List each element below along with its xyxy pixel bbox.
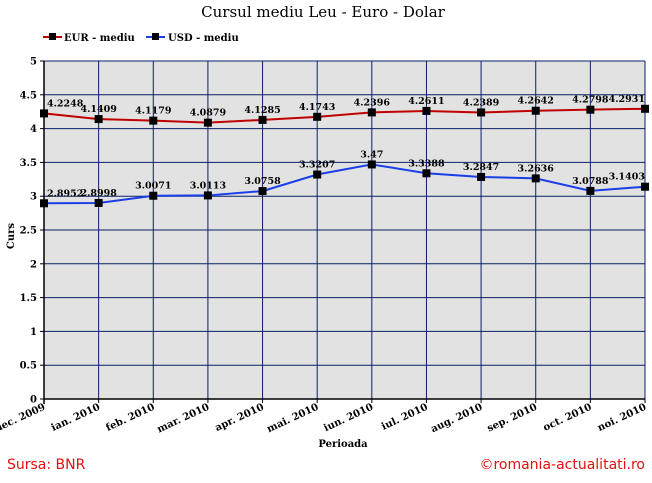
data-point [94, 115, 103, 124]
data-label: 3.3388 [408, 158, 445, 169]
y-tick-label: 5 [30, 57, 37, 68]
data-point [422, 106, 431, 115]
y-tick-label: 1.5 [20, 293, 37, 304]
legend-eur-marker [49, 33, 56, 40]
data-label: 4.1409 [80, 104, 117, 115]
data-label: 3.0788 [572, 176, 609, 187]
credit-link[interactable]: ©romania-actualitati.ro [479, 457, 645, 473]
x-tick-label: aug. 2010 [429, 402, 484, 435]
data-point [586, 105, 595, 114]
data-label: 3.3207 [299, 160, 335, 171]
x-tick-label: feb. 2010 [104, 402, 156, 434]
data-label: 3.1403 [609, 172, 645, 183]
data-label: 4.2798 [572, 95, 609, 106]
x-axis-label: Perioada [318, 439, 368, 450]
x-tick-label: dec. 2009 [0, 402, 47, 435]
legend-item-eur: EUR - mediu [43, 33, 135, 44]
x-axis: dec. 2009 ian. 2010 feb. 2010 mar. 2010 apr.… [0, 398, 648, 436]
x-tick-label: mar. 2010 [156, 402, 212, 436]
y-axis: 0 0.5 1 1.5 2 2.5 3 3.5 4 4.5 5 [20, 57, 45, 406]
x-tick-label: mai. 2010 [265, 402, 320, 436]
data-point [149, 191, 158, 200]
data-label: 3.2847 [463, 162, 499, 173]
data-label: 4.2611 [408, 96, 444, 107]
data-label: 4.2248 [47, 98, 84, 109]
y-tick-label: 0 [30, 395, 37, 406]
data-label: 2.8952 [47, 188, 83, 199]
x-tick-label: sep. 2010 [486, 402, 539, 435]
data-point [313, 170, 322, 179]
data-point [367, 108, 376, 117]
y-tick-label: 4.5 [20, 90, 37, 101]
legend-usd-marker [152, 33, 159, 40]
x-tick-label: noi. 2010 [596, 402, 648, 434]
x-tick-label: apr. 2010 [213, 402, 265, 434]
data-label: 4.2642 [518, 96, 554, 107]
x-tick-label: oct. 2010 [542, 402, 594, 434]
data-point [586, 186, 595, 195]
data-label: 4.1743 [299, 102, 335, 113]
data-point [313, 112, 322, 121]
data-label: 3.0071 [135, 181, 171, 192]
legend-eur-label: EUR - mediu [64, 33, 135, 44]
data-label: 4.0879 [190, 108, 227, 119]
data-label: 3.2636 [518, 163, 555, 174]
data-label: 4.2389 [463, 97, 500, 108]
y-tick-label: 1 [30, 327, 37, 338]
y-tick-label: 2 [30, 259, 37, 270]
data-point [531, 106, 540, 115]
data-point [422, 169, 431, 178]
data-point [258, 187, 267, 196]
x-tick-label: iul. 2010 [380, 402, 430, 433]
data-point [531, 174, 540, 183]
legend-usd-label: USD - mediu [168, 33, 239, 44]
data-point [477, 172, 486, 181]
x-tick-label: iun. 2010 [322, 402, 375, 434]
y-tick-label: 0.5 [20, 361, 37, 372]
legend: EUR - mediu USD - mediu [43, 33, 239, 44]
data-point [149, 116, 158, 125]
data-label: 3.0758 [244, 176, 281, 187]
data-point [367, 160, 376, 169]
legend-item-usd: USD - mediu [146, 33, 239, 44]
data-label: 2.8998 [80, 188, 117, 199]
data-point [641, 104, 649, 113]
y-tick-label: 3.5 [20, 158, 37, 169]
data-label: 4.2931 [609, 94, 645, 105]
y-tick-label: 4 [30, 124, 37, 135]
data-point [477, 108, 486, 117]
y-tick-label: 2.5 [20, 226, 37, 237]
data-label: 3.0113 [190, 180, 226, 191]
data-point [40, 199, 48, 208]
data-point [203, 191, 212, 200]
data-point [641, 182, 649, 191]
data-point [203, 118, 212, 127]
data-label: 4.1285 [244, 105, 280, 116]
series-line [43, 107, 646, 124]
chart-title: Cursul mediu Leu - Euro - Dolar [201, 3, 445, 21]
y-axis-label: Curs [6, 223, 17, 249]
data-label: 3.47 [360, 149, 383, 160]
data-label: 4.1179 [135, 106, 172, 117]
data-point [258, 115, 267, 124]
data-label: 4.2396 [354, 97, 391, 108]
series-line [43, 163, 646, 205]
data-point [94, 198, 103, 207]
x-tick-label: ian. 2010 [50, 402, 102, 434]
y-tick-label: 3 [30, 192, 37, 203]
data-point [40, 109, 48, 118]
source-note: Sursa: BNR [7, 457, 86, 473]
